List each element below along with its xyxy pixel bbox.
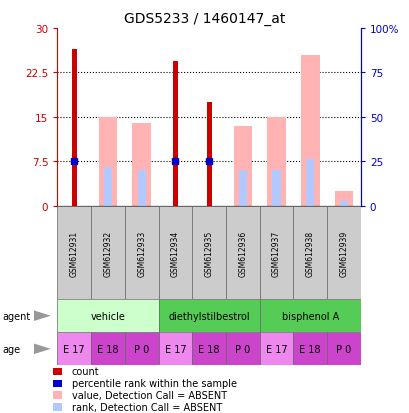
Bar (57, 299, 158, 332)
Bar (293, 332, 326, 366)
Bar (339, 202, 347, 206)
Bar (259, 299, 360, 332)
Text: vehicle: vehicle (90, 311, 125, 321)
Bar (158, 299, 259, 332)
Bar (238, 171, 246, 206)
Text: GSM612937: GSM612937 (271, 230, 280, 276)
Polygon shape (34, 311, 51, 321)
Text: GSM612935: GSM612935 (204, 230, 213, 276)
Bar (132, 123, 151, 206)
Bar (91, 206, 124, 299)
Text: E 18: E 18 (198, 344, 219, 354)
Bar (192, 332, 225, 366)
Text: count: count (72, 366, 99, 376)
Text: GDS5233 / 1460147_at: GDS5233 / 1460147_at (124, 12, 285, 26)
Bar (72, 50, 76, 206)
Bar (172, 62, 178, 206)
Bar (334, 192, 353, 206)
Bar (267, 118, 285, 206)
Text: GSM612931: GSM612931 (70, 230, 79, 276)
Bar (192, 206, 225, 299)
Bar (326, 332, 360, 366)
Bar (206, 103, 211, 206)
Bar (225, 332, 259, 366)
Bar (137, 171, 146, 206)
Text: P 0: P 0 (335, 344, 351, 354)
Bar (293, 206, 326, 299)
Text: GSM612934: GSM612934 (171, 230, 180, 276)
Text: GSM612938: GSM612938 (305, 230, 314, 276)
Text: rank, Detection Call = ABSENT: rank, Detection Call = ABSENT (72, 402, 221, 412)
Text: diethylstilbestrol: diethylstilbestrol (168, 311, 249, 321)
Bar (326, 206, 360, 299)
Bar (57, 332, 91, 366)
Polygon shape (34, 344, 51, 354)
Bar (57, 206, 91, 299)
Bar (158, 332, 192, 366)
Text: GSM612939: GSM612939 (339, 230, 348, 276)
Text: E 18: E 18 (299, 344, 320, 354)
Bar (91, 332, 124, 366)
Text: E 17: E 17 (265, 344, 287, 354)
Bar (99, 118, 117, 206)
Text: GSM612936: GSM612936 (238, 230, 247, 276)
Text: bisphenol A: bisphenol A (281, 311, 338, 321)
Bar (225, 206, 259, 299)
Bar (259, 332, 293, 366)
Bar (103, 168, 112, 206)
Bar (124, 332, 158, 366)
Text: E 17: E 17 (164, 344, 186, 354)
Bar (124, 206, 158, 299)
Text: P 0: P 0 (134, 344, 149, 354)
Text: P 0: P 0 (235, 344, 250, 354)
Bar (259, 206, 293, 299)
Bar (272, 171, 280, 206)
Text: agent: agent (2, 311, 30, 321)
Text: age: age (2, 344, 20, 354)
Bar (300, 55, 319, 206)
Text: E 17: E 17 (63, 344, 85, 354)
Text: E 18: E 18 (97, 344, 119, 354)
Text: GSM612932: GSM612932 (103, 230, 112, 276)
Text: GSM612933: GSM612933 (137, 230, 146, 276)
Text: percentile rank within the sample: percentile rank within the sample (72, 378, 236, 388)
Text: value, Detection Call = ABSENT: value, Detection Call = ABSENT (72, 390, 226, 400)
Bar (305, 159, 314, 206)
Bar (158, 206, 192, 299)
Bar (233, 126, 252, 206)
